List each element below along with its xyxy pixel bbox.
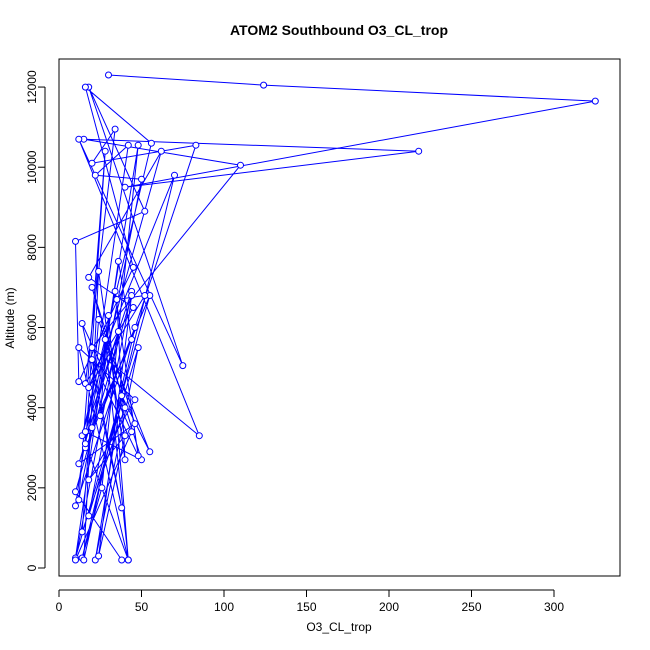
data-point [118,392,126,400]
data-point [111,287,119,295]
data-point [101,147,109,155]
data-point [88,159,96,167]
data-point [75,460,83,468]
data-point [121,404,129,412]
data-point [81,428,89,436]
data-point [141,207,149,215]
data-point [124,141,132,149]
x-tick-label: 200 [379,600,399,614]
data-point [121,183,129,191]
y-tick-label: 0 [25,564,39,571]
y-axis: 0 2000 4000 6000 8000 10000 12000 [25,70,46,571]
data-point [237,161,244,169]
x-tick-label: 300 [544,600,564,614]
data-point [131,420,139,428]
x-tick-label: 100 [214,600,234,614]
y-tick-label: 2000 [25,474,39,501]
data-point [81,83,89,91]
data-point [78,320,86,327]
y-tick-label: 6000 [25,314,39,341]
data-point [128,336,136,343]
data-point [134,344,142,352]
data-point [72,237,79,245]
chart-title: ATOM2 Southbound O3_CL_trop [230,22,448,38]
plot-frame [58,58,621,577]
data-point [121,432,129,440]
data-point [78,528,86,536]
data-point [157,147,165,155]
data-point [128,292,136,299]
data-point [88,344,96,352]
data-point [131,396,139,404]
data-point [114,257,122,265]
data-point [80,556,88,564]
data-point [415,147,423,155]
data-point [179,362,187,370]
data-point [101,336,109,343]
data-point [85,273,93,281]
data-point [128,428,136,436]
data-point [192,141,200,149]
data-point [75,378,83,386]
data-point [96,412,104,420]
data-point [98,484,106,492]
data-point [131,324,139,331]
data-point [88,283,96,291]
x-tick-label: 50 [135,600,149,614]
data-point [105,312,112,319]
series-layer [72,71,599,564]
data-point [95,552,103,560]
data-point [134,452,142,460]
y-tick-label: 8000 [25,234,39,261]
data-point [118,504,126,512]
data-point [147,139,155,147]
data-point [88,356,96,364]
data-point [260,81,268,89]
data-point [146,448,154,456]
data-point [85,384,93,392]
data-point [113,296,121,303]
data-point [195,432,203,440]
data-point [95,267,103,275]
data-point [91,171,99,179]
x-tick-label: 150 [296,600,316,614]
data-point [95,316,103,323]
x-axis: 0 50 100 150 200 250 300 [56,589,564,614]
data-point [105,71,112,79]
data-point [138,175,145,183]
data-point [591,97,599,105]
y-tick-label: 4000 [25,394,39,421]
data-point [85,476,93,484]
data-point [75,496,83,504]
data-point [75,344,83,352]
y-tick-label: 12000 [25,70,39,104]
data-point [118,556,126,564]
data-point [85,512,93,520]
data-point [114,328,122,335]
data-point [141,292,149,299]
data-point [72,502,79,510]
data-point [124,556,132,564]
data-point [88,424,96,432]
data-point [129,304,137,311]
data-point [134,141,142,149]
data-point [111,125,119,133]
data-point [129,263,137,271]
data-point [75,135,83,143]
data-point [72,556,79,564]
data-point [121,456,129,464]
x-tick-label: 0 [56,600,63,614]
y-axis-label: Altitude (m) [3,287,17,348]
x-tick-label: 250 [461,600,481,614]
data-point [171,171,178,179]
y-tick-label: 10000 [25,150,39,184]
data-point [81,440,89,448]
data-point [72,488,79,496]
x-axis-label: O3_CL_trop [306,620,372,634]
